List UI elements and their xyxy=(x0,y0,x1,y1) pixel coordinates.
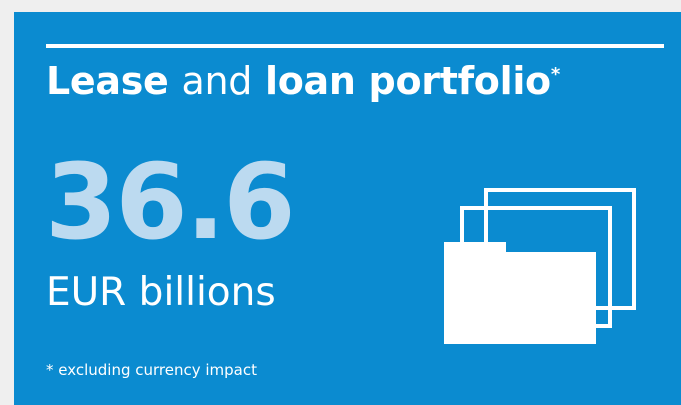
title-loan-portfolio: loan portfolio xyxy=(265,59,551,103)
portfolio-value: 36.6 xyxy=(45,141,296,263)
title-footnote-marker: * xyxy=(550,64,560,85)
stacked-folders-icon xyxy=(444,188,636,344)
card-title: Lease and loan portfolio* xyxy=(46,57,560,105)
currency-footnote: * excluding currency impact xyxy=(46,361,257,379)
top-divider xyxy=(46,44,664,48)
title-and: and xyxy=(181,59,253,103)
title-lease: Lease xyxy=(46,59,169,103)
value-unit: EUR billions xyxy=(46,270,276,315)
lease-loan-card: Lease and loan portfolio* 36.6 EUR billi… xyxy=(14,12,681,405)
